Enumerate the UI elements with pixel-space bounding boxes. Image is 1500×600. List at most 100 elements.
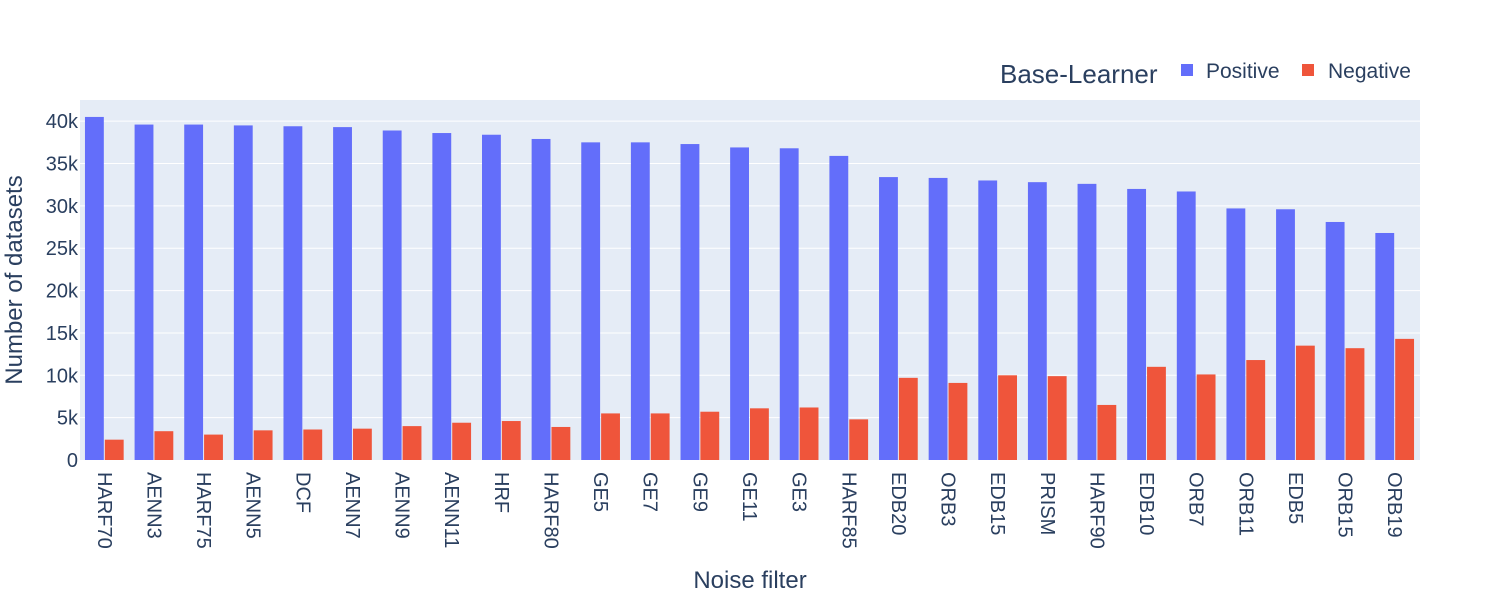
bar-negative-ge5 <box>601 413 620 460</box>
bar-negative-harf70 <box>104 439 124 460</box>
x-tick-label: GE7 <box>639 472 661 512</box>
x-tick-label: HARF75 <box>192 472 214 549</box>
y-tick-label: 10k <box>46 365 79 387</box>
y-axis-title: Number of datasets <box>1 175 28 384</box>
bar-positive-ge7 <box>630 142 650 460</box>
bar-positive-harf90 <box>1077 183 1097 460</box>
x-tick-label: ORB15 <box>1334 472 1356 538</box>
bar-negative-orb11 <box>1246 360 1266 460</box>
legend-swatch-negative <box>1302 64 1314 76</box>
legend-swatch-positive <box>1181 64 1193 76</box>
bar-positive-ge11 <box>730 147 749 460</box>
bar-positive-orb11 <box>1226 208 1246 460</box>
bar-positive-dcf <box>283 126 303 461</box>
bar-negative-ge9 <box>700 411 720 460</box>
bar-negative-dcf <box>303 429 323 460</box>
bar-negative-harf80 <box>551 426 571 460</box>
x-tick-label: GE5 <box>589 472 611 512</box>
bar-negative-aenn9 <box>402 426 422 460</box>
bar-positive-harf80 <box>531 138 551 460</box>
bar-negative-prism <box>1047 376 1067 460</box>
bar-negative-harf85 <box>849 419 869 460</box>
bar-positive-edb10 <box>1127 188 1147 461</box>
x-tick-label: HARF80 <box>539 472 561 549</box>
bar-negative-edb15 <box>998 375 1017 460</box>
bar-negative-edb10 <box>1147 366 1166 460</box>
bar-positive-harf85 <box>829 155 849 460</box>
y-tick-label: 30k <box>46 196 79 218</box>
gridlines <box>80 120 1420 419</box>
bar-positive-hrf <box>482 134 501 460</box>
y-axis-ticks: 0 5k 10k 15k 20k 25k 30k 35k 40k <box>46 111 79 472</box>
legend-label-negative: Negative <box>1328 60 1411 83</box>
bar-positive-aenn7 <box>333 127 352 460</box>
y-tick-label: 5k <box>57 408 79 430</box>
bar-positive-ge5 <box>581 142 601 460</box>
x-tick-label: ORB7 <box>1185 472 1207 526</box>
bar-positive-ge3 <box>779 148 799 460</box>
y-tick-label: 20k <box>46 281 79 303</box>
bar-positive-orb19 <box>1375 232 1395 460</box>
bar-positive-aenn3 <box>134 124 154 461</box>
bar-positive-orb7 <box>1176 191 1196 460</box>
bar-negative-edb5 <box>1295 345 1315 460</box>
x-tick-label: HRF <box>490 472 512 513</box>
x-tick-label: HARF85 <box>837 472 859 549</box>
x-axis-ticks: HARF70 AENN3 HARF75 AENN5 DCF AENN7 AENN9 AENN1… <box>93 472 1405 549</box>
legend-title: Base-Learner <box>1000 59 1158 89</box>
y-tick-label: 35k <box>46 154 79 176</box>
bar-negative-aenn3 <box>154 431 174 460</box>
y-tick-label: 25k <box>46 238 79 260</box>
x-tick-label: EDB20 <box>887 472 909 535</box>
x-tick-label: EDB5 <box>1284 472 1306 524</box>
bar-positive-aenn11 <box>432 133 452 461</box>
bar-positive-edb5 <box>1276 209 1295 460</box>
x-tick-label: AENN5 <box>242 472 264 539</box>
y-tick-label: 40k <box>46 111 79 133</box>
x-tick-label: AENN3 <box>142 472 164 539</box>
x-tick-label: HARF90 <box>1085 472 1107 549</box>
x-tick-label: GE9 <box>688 472 710 512</box>
x-tick-label: GE11 <box>738 472 760 522</box>
x-axis-title: Noise filter <box>693 567 806 594</box>
x-tick-label: AENN9 <box>391 472 413 539</box>
bar-positive-harf70 <box>84 116 104 461</box>
bar-negative-orb15 <box>1345 348 1365 460</box>
x-tick-label: ORB3 <box>937 472 959 526</box>
bar-negative-harf90 <box>1097 404 1117 460</box>
bar-positive-aenn5 <box>233 125 253 460</box>
bar-negative-harf75 <box>204 434 223 460</box>
x-tick-label: EDB10 <box>1135 472 1157 535</box>
legend: Base-Learner Positive Negative <box>1000 59 1411 89</box>
bar-positive-prism <box>1027 182 1047 460</box>
x-tick-label: AENN7 <box>341 472 363 539</box>
bar-positive-ge9 <box>680 144 700 460</box>
legend-label-positive: Positive <box>1206 60 1280 83</box>
bar-negative-edb20 <box>898 377 918 460</box>
bars <box>84 116 1415 461</box>
x-tick-label: HARF70 <box>93 472 115 549</box>
y-tick-label: 15k <box>46 323 79 345</box>
bar-negative-orb19 <box>1395 338 1415 460</box>
bar-negative-ge11 <box>750 408 769 460</box>
bar-positive-edb15 <box>978 180 998 460</box>
x-tick-label: PRISM <box>1036 472 1058 535</box>
x-tick-label: ORB11 <box>1234 472 1256 536</box>
x-tick-label: ORB19 <box>1383 472 1405 538</box>
bar-negative-hrf <box>501 421 521 460</box>
plot-area <box>80 100 1420 460</box>
bar-negative-aenn5 <box>253 430 273 460</box>
y-tick-label: 0 <box>67 450 78 472</box>
bar-positive-orb3 <box>928 177 948 460</box>
bar-negative-ge7 <box>650 413 670 460</box>
bar-negative-orb3 <box>948 382 968 460</box>
bar-negative-aenn11 <box>452 422 472 460</box>
bar-positive-edb20 <box>879 177 898 461</box>
bar-negative-ge3 <box>799 407 819 460</box>
x-tick-label: GE3 <box>788 472 810 512</box>
x-tick-label: DCF <box>291 472 313 513</box>
bar-positive-aenn9 <box>382 130 402 460</box>
bar-negative-orb7 <box>1196 374 1216 460</box>
bar-positive-harf75 <box>184 124 204 461</box>
